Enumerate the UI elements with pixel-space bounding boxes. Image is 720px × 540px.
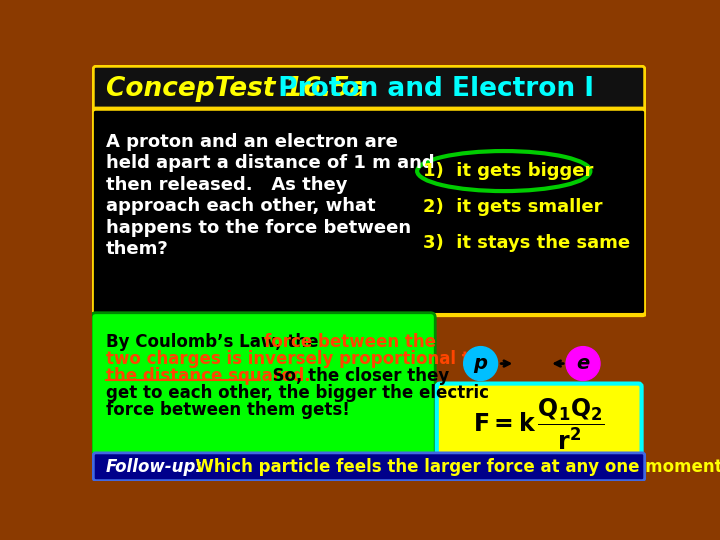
Text: the distance squared.: the distance squared. — [106, 367, 310, 384]
Text: force between the: force between the — [264, 333, 436, 351]
Text: e: e — [577, 354, 590, 373]
Text: Follow-up:: Follow-up: — [106, 458, 202, 476]
Text: $\mathbf{F = k\,\dfrac{Q_1 Q_2}{r^2}}$: $\mathbf{F = k\,\dfrac{Q_1 Q_2}{r^2}}$ — [473, 396, 605, 453]
Circle shape — [464, 347, 498, 381]
Text: Which particle feels the larger force at any one moment?: Which particle feels the larger force at… — [184, 458, 720, 476]
Text: them?: them? — [106, 240, 168, 258]
Text: get to each other, the bigger the electric: get to each other, the bigger the electr… — [106, 383, 489, 402]
Text: held apart a distance of 1 m and: held apart a distance of 1 m and — [106, 154, 434, 172]
FancyBboxPatch shape — [94, 66, 644, 111]
FancyBboxPatch shape — [91, 313, 435, 459]
Text: two charges is inversely proportional to: two charges is inversely proportional to — [106, 350, 481, 368]
Text: ConcepTest 16.5a: ConcepTest 16.5a — [106, 77, 367, 103]
Text: approach each other, what: approach each other, what — [106, 197, 375, 215]
FancyBboxPatch shape — [94, 453, 644, 481]
FancyBboxPatch shape — [92, 109, 647, 315]
Text: 1)  it gets bigger: 1) it gets bigger — [423, 162, 593, 180]
Circle shape — [566, 347, 600, 381]
Text: By Coulomb’s Law, the: By Coulomb’s Law, the — [106, 333, 324, 351]
Text: So, the closer they: So, the closer they — [261, 367, 449, 384]
FancyBboxPatch shape — [437, 383, 642, 465]
Text: p: p — [474, 354, 487, 373]
Text: then released.   As they: then released. As they — [106, 176, 347, 194]
Text: Proton and Electron I: Proton and Electron I — [260, 77, 594, 103]
Text: 3)  it stays the same: 3) it stays the same — [423, 234, 630, 252]
Text: 2)  it gets smaller: 2) it gets smaller — [423, 198, 603, 216]
Text: force between them gets!: force between them gets! — [106, 401, 349, 418]
Text: happens to the force between: happens to the force between — [106, 219, 411, 237]
Text: A proton and an electron are: A proton and an electron are — [106, 132, 397, 151]
